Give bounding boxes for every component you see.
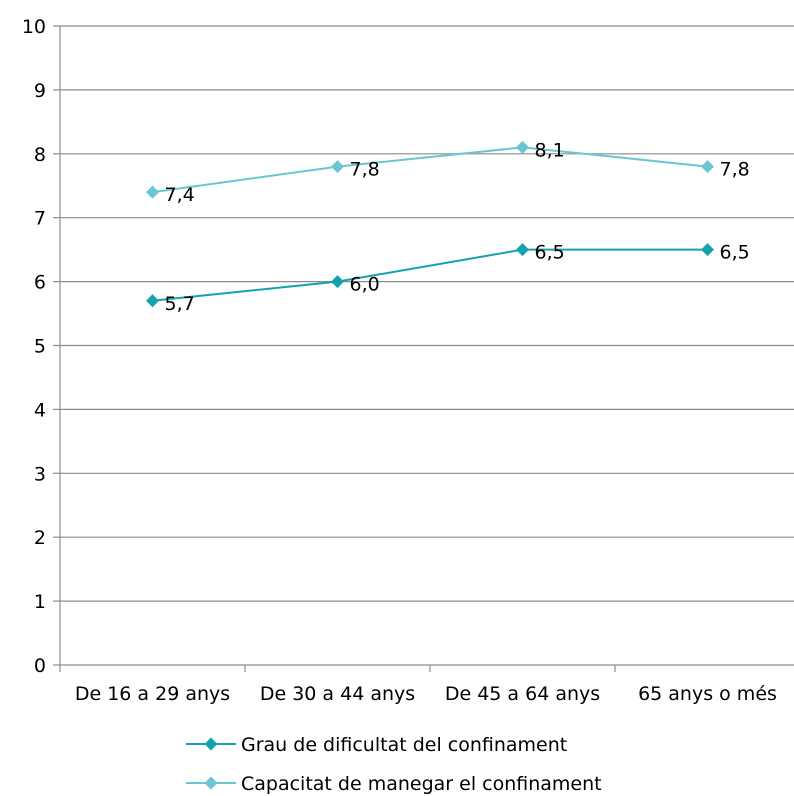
y-tick-label: 7 xyxy=(34,208,46,230)
y-tick-label: 1 xyxy=(34,591,46,613)
data-point-marker xyxy=(331,275,344,289)
x-tick-label: De 16 a 29 anys xyxy=(75,683,230,705)
data-label: 7,4 xyxy=(165,184,195,206)
data-point-marker xyxy=(146,185,159,199)
y-tick-label: 5 xyxy=(34,336,46,358)
x-axis-tick-labels: De 16 a 29 anys De 30 a 44 anys De 45 a 64… xyxy=(75,683,777,705)
data-point-marker xyxy=(516,243,529,257)
y-tick-label: 0 xyxy=(34,655,46,677)
y-tick-label: 4 xyxy=(34,399,46,421)
data-point-marker xyxy=(701,160,714,174)
data-point-marker xyxy=(701,243,714,257)
y-tick-label: 6 xyxy=(34,272,46,294)
axes xyxy=(53,25,794,672)
x-tick-label: De 45 a 64 anys xyxy=(445,683,600,705)
legend-label: Capacitat de manegar el confinament xyxy=(241,773,602,795)
data-labels: 5,7 6,0 6,5 6,5 7,4 7,8 8,1 7,8 xyxy=(165,139,750,314)
data-label: 6,5 xyxy=(535,242,565,264)
data-label: 7,8 xyxy=(720,159,750,181)
data-label: 7,8 xyxy=(350,159,380,181)
y-tick-label: 8 xyxy=(34,144,46,166)
legend-marker xyxy=(204,737,218,751)
data-label: 6,0 xyxy=(350,274,380,296)
y-axis-tick-labels: 0 1 2 3 4 5 6 7 8 9 10 xyxy=(22,16,46,677)
x-tick-label: De 30 a 44 anys xyxy=(260,683,415,705)
data-point-marker xyxy=(331,160,344,174)
series-line xyxy=(152,248,708,302)
legend: Grau de dificultat del confinament Capaci… xyxy=(186,734,602,795)
y-tick-label: 10 xyxy=(22,16,46,38)
y-tick-label: 2 xyxy=(34,527,46,549)
x-tick-label: 65 anys o més xyxy=(638,683,777,705)
legend-label: Grau de dificultat del confinament xyxy=(241,734,567,756)
y-tick-label: 3 xyxy=(34,463,46,485)
data-label: 5,7 xyxy=(165,293,195,315)
y-tick-label: 9 xyxy=(34,80,46,102)
data-point-marker xyxy=(516,140,529,154)
gridlines xyxy=(60,25,794,602)
series-group xyxy=(146,140,714,308)
series-line xyxy=(152,146,708,194)
legend-marker xyxy=(204,776,218,790)
data-label: 8,1 xyxy=(535,139,565,161)
data-label: 6,5 xyxy=(720,242,750,264)
data-point-marker xyxy=(146,294,159,308)
